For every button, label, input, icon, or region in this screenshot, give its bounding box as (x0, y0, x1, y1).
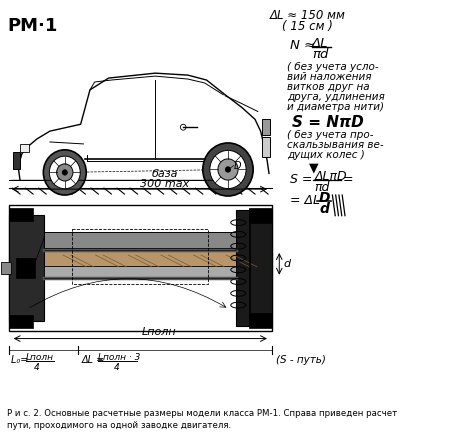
Text: Lполн · 3: Lполн · 3 (98, 353, 141, 362)
Text: Р и с. 2. Основные расчетные размеры модели класса РМ-1. Справа приведен расчет
: Р и с. 2. Основные расчетные размеры мод… (7, 409, 397, 430)
Text: ( без учета усло-: ( без учета усло- (287, 62, 379, 72)
Text: ΔLπD: ΔLπD (315, 170, 347, 184)
Circle shape (218, 159, 238, 180)
Bar (9, 205, 272, 330)
Bar (72, 229, 209, 283)
Text: D: D (234, 160, 241, 170)
Text: D: D (319, 191, 330, 205)
Text: ( 15 см ): ( 15 см ) (282, 20, 333, 33)
Bar (1, 262, 11, 274)
Text: πd: πd (315, 181, 330, 194)
Bar (13, 152, 20, 170)
Bar (17, 258, 35, 278)
Text: Lполн: Lполн (25, 353, 54, 362)
Bar (236, 210, 272, 326)
Text: дущих колес ): дущих колес ) (287, 150, 364, 160)
Bar (20, 144, 29, 152)
Text: ( без учета про-: ( без учета про- (287, 130, 373, 140)
Text: 4: 4 (34, 363, 40, 372)
Text: N ≈: N ≈ (290, 39, 316, 52)
Text: 300 max: 300 max (140, 179, 190, 189)
Text: скальзывания ве-: скальзывания ве- (287, 140, 383, 150)
Circle shape (225, 166, 231, 173)
Circle shape (203, 143, 253, 196)
Bar (9, 215, 44, 321)
Text: L₀=: L₀= (11, 355, 31, 365)
Circle shape (50, 156, 80, 189)
Text: ▼: ▼ (309, 162, 319, 175)
Text: 4: 4 (114, 363, 120, 372)
Text: =: = (343, 174, 353, 187)
Text: ΔL ≈ 150 мм: ΔL ≈ 150 мм (270, 9, 345, 22)
Bar (9, 315, 33, 328)
Text: d: d (320, 202, 329, 216)
Bar (44, 251, 236, 271)
Text: (S - путь): (S - путь) (277, 355, 326, 365)
Text: друга, удлинения: друга, удлинения (287, 92, 385, 102)
Text: S =: S = (290, 174, 313, 187)
Text: Lполн: Lполн (142, 327, 176, 337)
Bar (249, 208, 272, 222)
Bar (249, 313, 272, 328)
Bar (44, 266, 236, 278)
Text: база: база (152, 169, 178, 179)
Circle shape (43, 150, 86, 195)
Text: d: d (283, 259, 290, 269)
Bar (9, 208, 33, 221)
Text: вий наложения: вий наложения (287, 72, 371, 82)
Text: = ΔL: = ΔL (290, 194, 320, 207)
Text: πd: πd (312, 48, 329, 61)
Circle shape (210, 150, 246, 189)
Bar (262, 137, 270, 157)
Text: РМ·1: РМ·1 (7, 17, 58, 35)
Circle shape (62, 170, 67, 175)
Text: и диаметра нити): и диаметра нити) (287, 102, 384, 112)
Bar (262, 119, 270, 135)
Text: ΔL =: ΔL = (82, 355, 108, 365)
Text: ΔL: ΔL (312, 37, 329, 50)
Bar (44, 232, 236, 248)
Text: витков друг на: витков друг на (287, 82, 370, 92)
Text: S = NπD: S = NπD (292, 116, 364, 130)
Circle shape (57, 164, 73, 181)
